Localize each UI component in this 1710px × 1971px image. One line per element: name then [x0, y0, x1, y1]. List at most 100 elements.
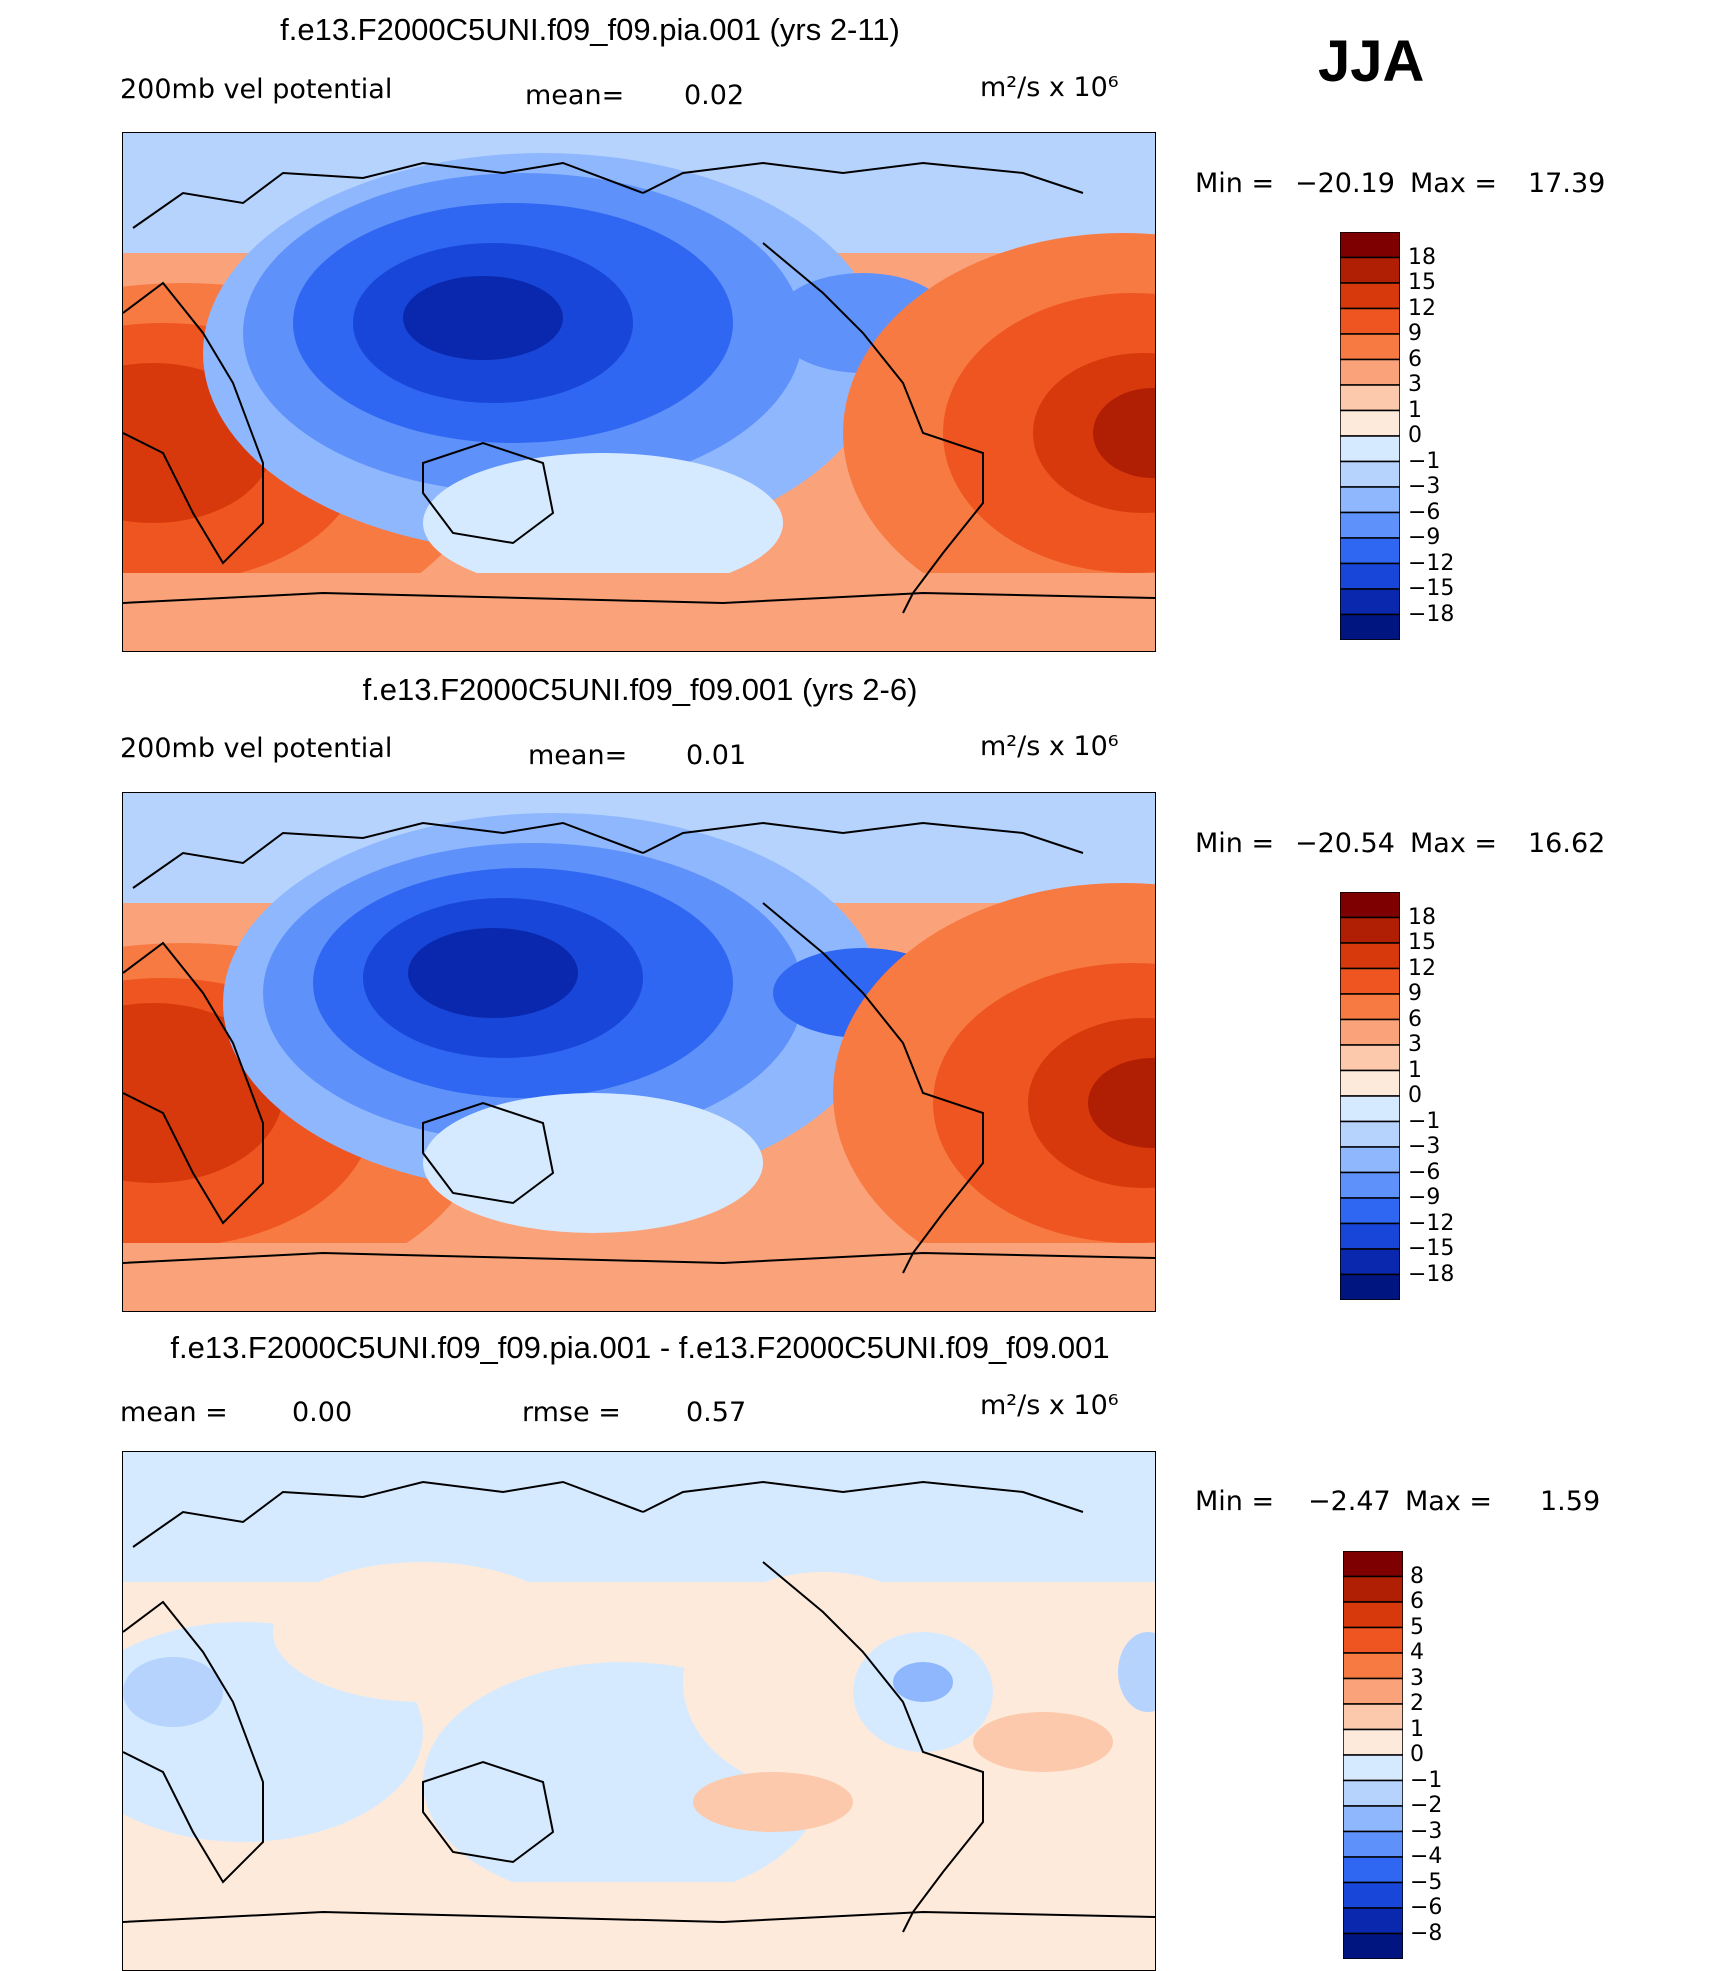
- panel-3-title: f.e13.F2000C5UNI.f09_f09.pia.001 - f.e13…: [170, 1330, 1110, 1365]
- colorbar-segment: [1342, 1575, 1404, 1603]
- panel-1-center-label: mean=: [525, 80, 625, 111]
- colorbar-tick-label: 3: [1408, 372, 1422, 397]
- panel-3-south-band: [123, 1882, 1155, 1970]
- colorbar-tick-label: 0: [1408, 423, 1422, 448]
- colorbar-tick-label: 2: [1410, 1691, 1424, 1716]
- colorbar-segment: [1342, 1881, 1404, 1909]
- panel-1-center-value: 0.02: [684, 80, 745, 111]
- panel-3-center-label: rmse =: [522, 1397, 621, 1428]
- colorbar-segment: [1342, 1677, 1404, 1705]
- colorbar-segment: [1339, 486, 1401, 514]
- panel-2-map: [122, 792, 1156, 1312]
- panel-1-wp-low-5: [403, 276, 563, 360]
- panel-3-sa-high: [973, 1712, 1113, 1772]
- panel-2-units: m²/s x 10⁶: [980, 731, 1119, 762]
- colorbar-segment: [1339, 613, 1401, 641]
- colorbar-segment: [1342, 1907, 1404, 1935]
- colorbar-segment: [1342, 1856, 1404, 1884]
- colorbar-tick-label: −15: [1408, 576, 1455, 601]
- panel-1-units: m²/s x 10⁶: [980, 72, 1119, 103]
- colorbar-tick-label: 8: [1410, 1563, 1424, 1589]
- colorbar-segment: [1339, 1044, 1401, 1072]
- colorbar-tick-label: −6: [1408, 499, 1441, 525]
- colorbar-segment: [1342, 1754, 1404, 1782]
- colorbar-segment: [1339, 511, 1401, 539]
- colorbar-tick-label: 1: [1408, 1057, 1422, 1083]
- colorbar-segment: [1339, 1120, 1401, 1148]
- panel-1-map: [122, 132, 1156, 652]
- colorbar-tick-label: −1: [1410, 1767, 1443, 1793]
- colorbar-tick-label: 18: [1408, 244, 1436, 270]
- panel-3-coastlines: [123, 1480, 1155, 1933]
- colorbar-tick-label: −3: [1410, 1818, 1443, 1844]
- colorbar-segment: [1342, 1703, 1404, 1731]
- panel-2-max-label: Max =: [1410, 828, 1498, 859]
- panel-2-left-label: 200mb vel potential: [120, 733, 393, 764]
- panel-3-ca-low-core: [893, 1662, 953, 1702]
- panel-2-field: [123, 793, 1155, 1311]
- colorbar-segment: [1339, 358, 1401, 386]
- colorbar-svg: [1339, 231, 1401, 641]
- panel-3-atl-low: [1118, 1632, 1155, 1712]
- colorbar-tick-label: −18: [1408, 601, 1455, 627]
- colorbar-tick-label: 1: [1410, 1716, 1424, 1742]
- colorbar-tick-label: −2: [1410, 1793, 1443, 1818]
- colorbar-tick-label: 15: [1408, 270, 1436, 295]
- colorbar-segment: [1339, 588, 1401, 616]
- panel-2-title: f.e13.F2000C5UNI.f09_f09.001 (yrs 2-6): [362, 672, 918, 707]
- panel-2-south-band: [123, 1243, 1155, 1311]
- panel-3-map: [122, 1451, 1156, 1971]
- colorbar-segment: [1342, 1601, 1404, 1629]
- colorbar-segment: [1339, 1222, 1401, 1250]
- panel-3-units: m²/s x 10⁶: [980, 1390, 1119, 1421]
- colorbar-tick-label: 3: [1408, 1032, 1422, 1057]
- colorbar-tick-label: 12: [1408, 295, 1436, 321]
- colorbar-tick-label: −9: [1408, 1185, 1441, 1210]
- colorbar-segment: [1339, 1146, 1401, 1174]
- panel-1-min-label: Min =: [1195, 168, 1275, 199]
- colorbar-tick-label: 6: [1408, 346, 1422, 372]
- panel-3-center-value: 0.57: [686, 1397, 747, 1428]
- panel-3-max-value: 1.59: [1540, 1486, 1601, 1517]
- colorbar-segment: [1339, 967, 1401, 995]
- colorbar-tick-label: −6: [1408, 1159, 1441, 1185]
- panel-2-wp-low-5: [408, 928, 578, 1018]
- colorbar-segment: [1342, 1932, 1404, 1960]
- panel-1-sp-light: [423, 453, 783, 593]
- colorbar-segment: [1339, 460, 1401, 488]
- panel-3-min-label: Min =: [1195, 1486, 1275, 1517]
- panel-3-max-label: Max =: [1405, 1486, 1493, 1517]
- colorbar-tick-label: 15: [1408, 930, 1436, 955]
- colorbar-segment: [1339, 409, 1401, 437]
- panel-1-max-value: 17.39: [1528, 168, 1606, 199]
- colorbar-tick-label: 9: [1408, 981, 1422, 1006]
- colorbar-tick-label: −12: [1408, 550, 1455, 576]
- colorbar-segment: [1342, 1652, 1404, 1680]
- panel-1-sa-high-peak: [1093, 388, 1155, 478]
- colorbar-tick-label: 3: [1410, 1665, 1424, 1691]
- panel-1-coastlines: [123, 161, 1155, 614]
- colorbar-tick-label: −1: [1408, 1108, 1441, 1134]
- colorbar-segment: [1342, 1626, 1404, 1654]
- colorbar-tick-label: 5: [1410, 1614, 1424, 1640]
- panel-2-colorbar-ticks: 18 15 12 9 6 3 1 0 −1 −3 −6 −9 −12 −15 −18: [1408, 892, 1488, 1300]
- colorbar-segment: [1339, 256, 1401, 284]
- panel-2-center-label: mean=: [528, 740, 628, 771]
- panel-2-min-value: −20.54: [1295, 828, 1395, 859]
- colorbar-segment: [1339, 384, 1401, 412]
- colorbar-segment: [1339, 942, 1401, 970]
- colorbar-segment: [1339, 1095, 1401, 1123]
- colorbar-tick-label: −9: [1408, 525, 1441, 550]
- panel-1-left-label: 200mb vel potential: [120, 74, 393, 105]
- colorbar-svg: [1342, 1550, 1404, 1960]
- panel-3-asia-high: [273, 1562, 573, 1702]
- colorbar-tick-label: −3: [1408, 474, 1441, 499]
- colorbar-tick-label: −8: [1410, 1920, 1443, 1946]
- colorbar-segment: [1339, 537, 1401, 565]
- colorbar-tick-label: 12: [1408, 955, 1436, 981]
- colorbar-tick-label: 4: [1410, 1640, 1424, 1665]
- colorbar-tick-label: −12: [1408, 1210, 1455, 1236]
- colorbar-segment: [1339, 916, 1401, 944]
- panel-2-center-value: 0.01: [686, 740, 747, 771]
- colorbar-segment: [1339, 1171, 1401, 1199]
